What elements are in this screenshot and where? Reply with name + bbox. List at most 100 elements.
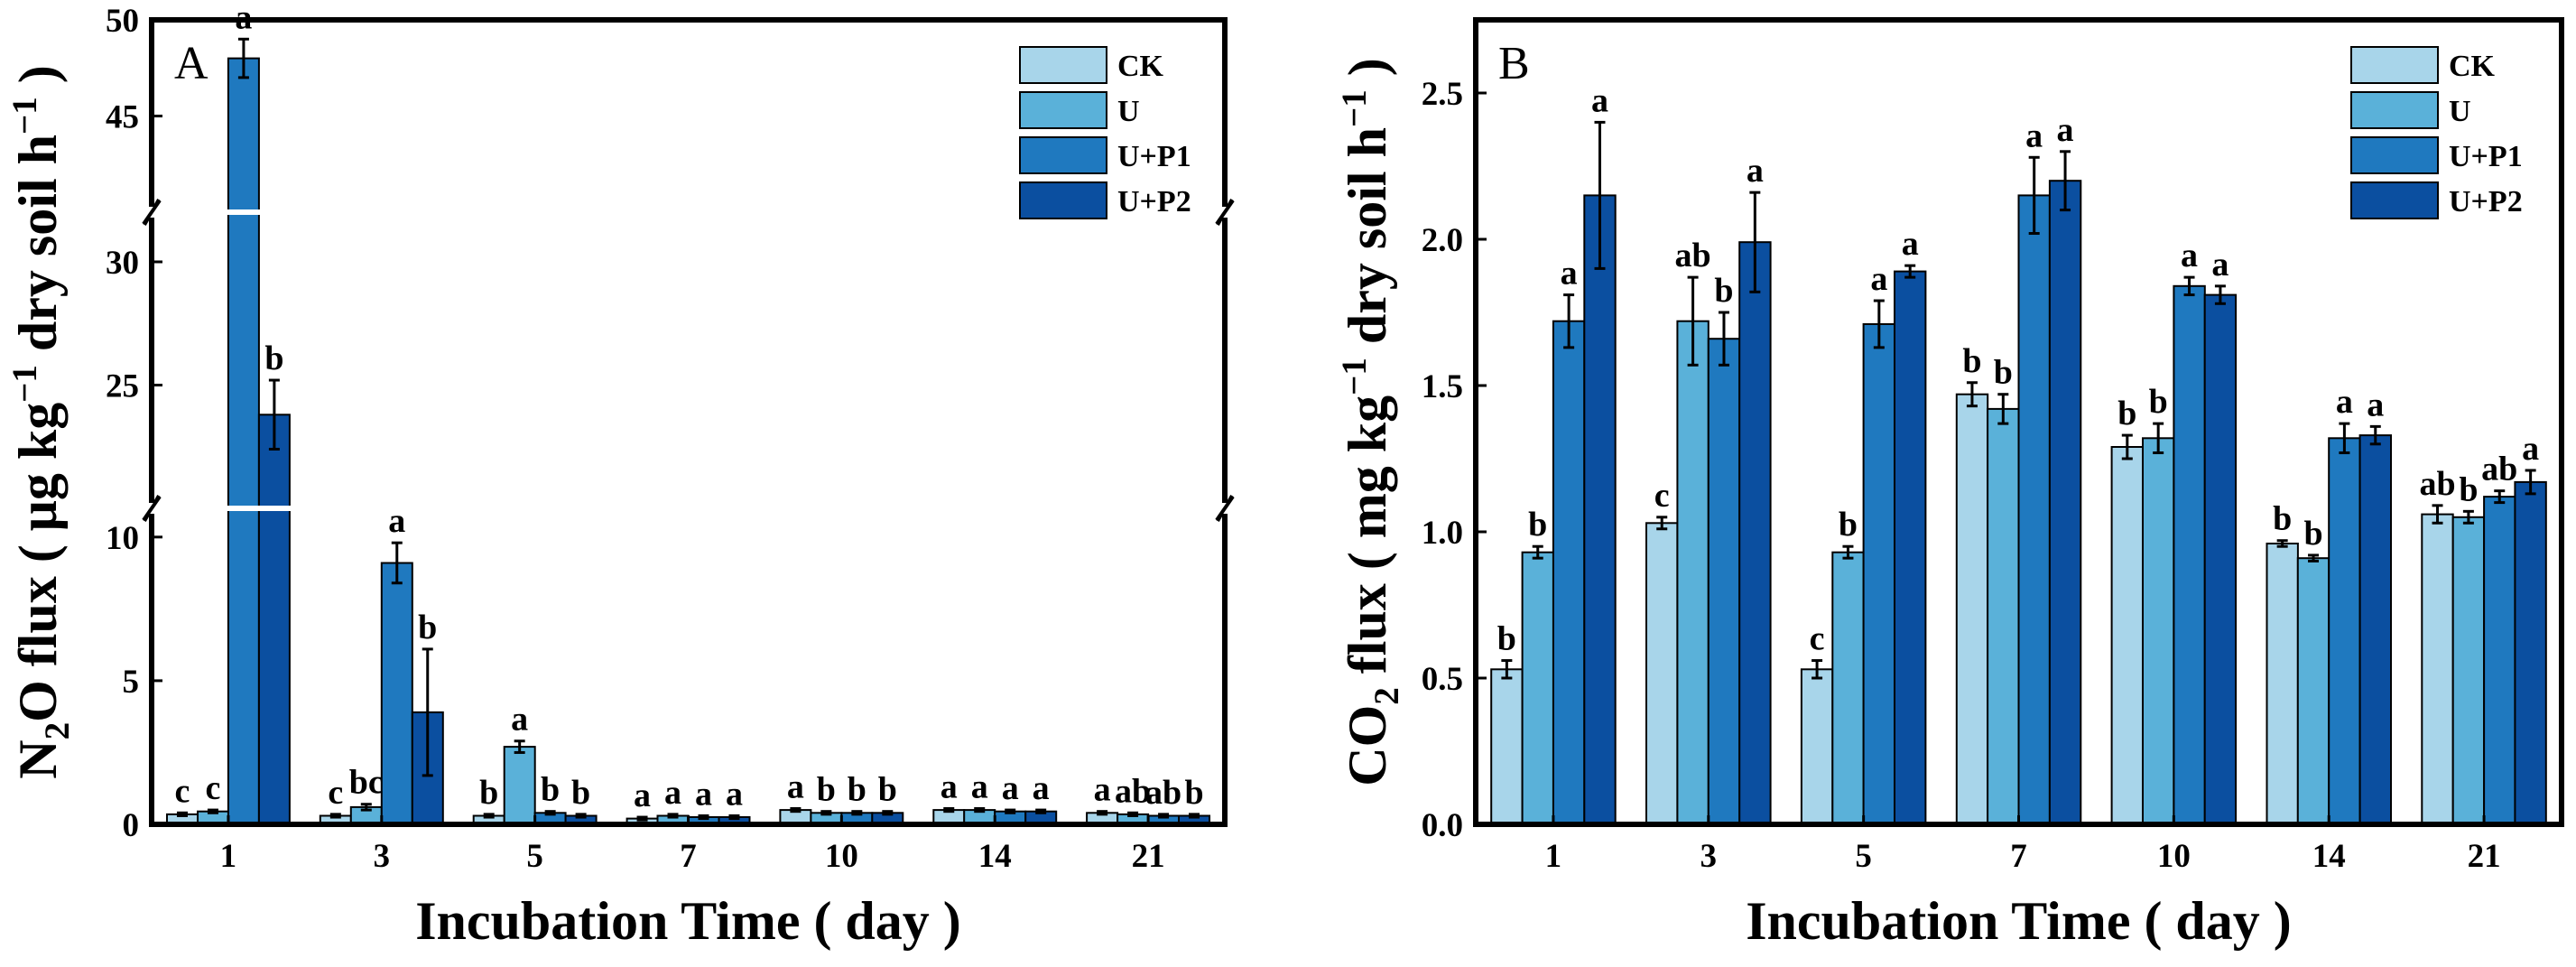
bar-ck-day-3 (1645, 522, 1679, 825)
bar-u-day-21 (2451, 516, 2486, 825)
significance-letter: ab (2419, 465, 2455, 503)
significance-letter: a (2522, 430, 2539, 468)
x-tick-label: 7 (680, 838, 697, 875)
significance-letter: b (2149, 383, 2168, 421)
significance-letter: b (1528, 506, 1547, 544)
significance-letter: a (787, 768, 804, 806)
significance-letter: b (1497, 620, 1516, 658)
y-axis-title-mid: O flux ( μg kg (8, 403, 68, 722)
legend-swatch-u (1019, 91, 1107, 129)
significance-letter: a (695, 776, 712, 814)
bar-upp1-day-1 (1552, 320, 1586, 825)
x-axis-title: Incubation Time ( day ) (415, 891, 961, 951)
y-tick-label: 25 (106, 368, 139, 405)
significance-letter: b (2459, 470, 2478, 508)
x-tick-label: 5 (1855, 838, 1872, 875)
bar-ck-day-1 (1490, 668, 1524, 825)
significance-letter: c (1654, 477, 1670, 515)
y-axis-title-prefix: CO (1338, 705, 1397, 786)
legend-swatch-upp1 (2350, 136, 2439, 174)
bar-upp2-day-1 (257, 414, 291, 825)
significance-letter: c (1810, 620, 1825, 658)
significance-letter: a (1902, 225, 1919, 263)
significance-letter: a (971, 768, 988, 806)
bar-u-day-5 (503, 746, 536, 825)
legend-label: U+P2 (2449, 185, 2523, 219)
significance-letter: a (1591, 81, 1608, 119)
y-tick-label: 50 (106, 3, 139, 40)
significance-letter: c (175, 772, 190, 810)
y-tick-label: 2.0 (1422, 222, 1463, 259)
bar-u-day-3 (1676, 320, 1710, 825)
significance-letter: a (726, 776, 743, 814)
legend-label: U (2449, 95, 2471, 128)
bar-upp1-day-3 (380, 562, 413, 825)
significance-letter: a (1870, 260, 1887, 298)
legend-swatch-upp2 (2350, 181, 2439, 219)
y-tick-label: 0 (123, 807, 140, 844)
significance-letter: bc (349, 764, 384, 802)
legend-label: U+P1 (1117, 140, 1191, 173)
panel-label: A (174, 38, 208, 89)
significance-letter: a (511, 701, 528, 739)
bar-upp1-day-10 (2173, 284, 2206, 825)
y-tick-label: 0.5 (1422, 661, 1463, 698)
y-axis-title-mid: flux ( mg kg (1338, 395, 1397, 687)
axis-break-mark (142, 199, 162, 226)
y-axis-title: CO2 flux ( mg kg−1 dry soil h−1 ) (1335, 58, 1406, 786)
significance-letter: b (2117, 395, 2136, 432)
significance-letter: a (634, 776, 651, 814)
significance-letter: b (878, 771, 897, 809)
y-axis-title: N2O flux ( μg kg−1 dry soil h−1 ) (5, 65, 77, 778)
x-tick-label: 3 (1700, 838, 1718, 875)
bar-upp1-day-14 (2328, 437, 2361, 825)
x-tick-label: 10 (825, 838, 858, 875)
bar-upp2-day-3 (1738, 241, 1772, 825)
legend-swatch-upp2 (1019, 181, 1107, 219)
y-axis-title-suffix: dry soil h (1338, 127, 1397, 358)
bar-u-day-7 (1987, 407, 2020, 825)
axis-break-gap (153, 506, 1223, 511)
significance-letter: b (479, 774, 498, 812)
significance-letter: a (388, 502, 405, 540)
bar-ck-day-5 (1800, 668, 1834, 825)
significance-letter: b (1994, 354, 2013, 392)
legend-label: U+P1 (2449, 140, 2523, 173)
bar-ck-day-10 (2110, 446, 2145, 825)
significance-letter: a (1094, 771, 1111, 809)
significance-letter: a (941, 768, 958, 806)
bar-u-day-5 (1831, 551, 1865, 825)
significance-letter: ab (1115, 772, 1151, 810)
significance-letter: b (264, 339, 283, 377)
significance-letter: b (418, 609, 437, 646)
y-tick-label: 5 (123, 664, 140, 701)
panel-label: B (1498, 38, 1530, 89)
bar-upp2-day-10 (2203, 293, 2238, 826)
legend-label: U+P2 (1117, 185, 1191, 219)
significance-letter: b (817, 771, 836, 809)
y-axis-title-suffix: dry soil h (8, 135, 68, 365)
bar-ck-day-21 (2421, 513, 2454, 825)
significance-letter: b (1184, 774, 1203, 812)
significance-letter: a (2336, 383, 2353, 421)
significance-letter: a (1033, 769, 1050, 807)
y-tick-label: 45 (106, 99, 139, 136)
significance-letter: b (2273, 500, 2292, 538)
significance-letter: b (1714, 272, 1733, 310)
x-tick-label: 1 (220, 838, 237, 875)
bar-ck-day-7 (1955, 393, 1989, 825)
significance-letter: b (2303, 515, 2322, 553)
y-tick-label: 30 (106, 245, 139, 282)
y-axis-title-prefix: N (8, 739, 68, 778)
axis-break-gap (153, 209, 1223, 215)
significance-letter: b (571, 774, 590, 812)
y-tick-label: 1.5 (1422, 368, 1463, 405)
bar-u-day-1 (1521, 551, 1554, 825)
bar-upp2-day-7 (2048, 180, 2082, 825)
legend-label: U (1117, 95, 1140, 128)
axis-break-mark (1215, 495, 1235, 522)
significance-letter: b (541, 771, 560, 809)
x-tick-label: 3 (374, 838, 391, 875)
